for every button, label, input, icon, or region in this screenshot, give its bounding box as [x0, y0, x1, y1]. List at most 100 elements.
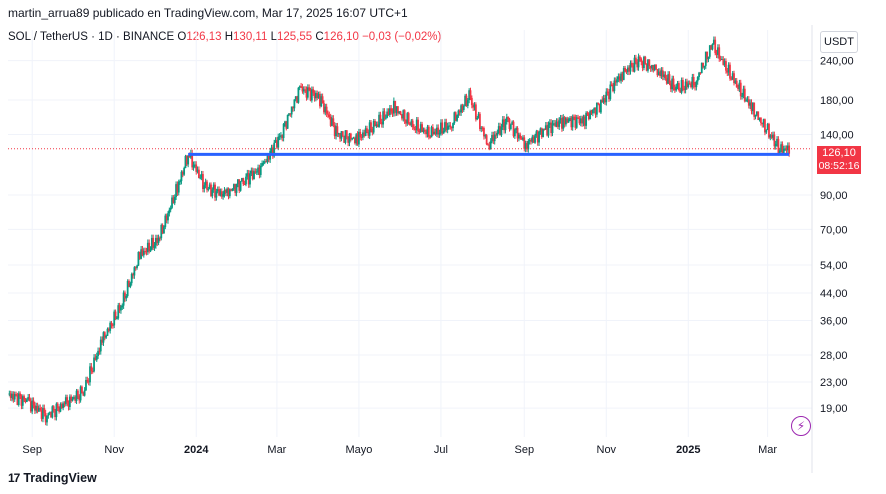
candle-body	[747, 99, 750, 106]
candle-body	[132, 273, 134, 276]
candle-body	[644, 56, 647, 64]
lightning-icon[interactable]: ⚡	[791, 416, 811, 436]
candle-body	[184, 156, 187, 169]
candle-body	[196, 169, 199, 172]
candle-body	[348, 133, 351, 143]
candle-body	[99, 339, 102, 352]
candle-body	[699, 72, 702, 74]
candle-body	[649, 66, 652, 69]
candle-body	[558, 120, 561, 127]
candle-body	[696, 76, 699, 82]
candle-body	[349, 133, 352, 139]
candle-body	[613, 80, 616, 92]
close-value: 126,10	[323, 31, 359, 43]
candle-body	[111, 325, 114, 327]
y-tick-label: 28,00	[820, 350, 848, 362]
x-tick-label: Mayo	[345, 444, 372, 456]
candle-body	[148, 242, 151, 252]
candle-body	[55, 403, 58, 418]
candle-body	[331, 118, 333, 126]
candle-body	[285, 121, 288, 129]
candle-body	[398, 111, 401, 114]
candle-body	[215, 191, 218, 198]
candle-body	[422, 129, 425, 132]
candle-body	[181, 171, 184, 175]
candle-body	[290, 106, 293, 115]
candle-body	[692, 77, 695, 86]
candle-body	[764, 119, 766, 133]
candle-body	[218, 189, 220, 196]
candle-body	[327, 113, 329, 115]
candle-body	[714, 39, 717, 54]
low-value: 125,55	[276, 31, 313, 43]
candle-body	[600, 99, 602, 113]
symbol-legend[interactable]: SOL / TetherUS · 1D · BINANCE O126,13 H1…	[8, 31, 441, 43]
candle-body	[93, 357, 95, 372]
candle-body	[472, 105, 475, 108]
candle-body	[363, 132, 366, 136]
candle-body	[113, 311, 116, 326]
candle-body	[483, 127, 485, 137]
candle-body	[395, 106, 398, 113]
candle-body	[601, 99, 604, 103]
candle-body	[203, 185, 206, 190]
candle-body	[153, 245, 156, 248]
candle-body	[211, 189, 214, 196]
candle-body	[426, 126, 429, 135]
candle-body	[579, 118, 582, 124]
candle-body	[263, 161, 266, 163]
symbol-name[interactable]: SOL / TetherUS · 1D · BINANCE	[8, 31, 175, 43]
candle-body	[228, 189, 231, 197]
candle-body	[141, 249, 144, 256]
candle-body	[606, 91, 609, 93]
candle-body	[50, 412, 52, 418]
candle-body	[188, 155, 191, 158]
candle-body	[282, 123, 285, 138]
candle-body	[729, 64, 731, 79]
candle-body	[721, 59, 723, 61]
candle-body	[173, 197, 176, 204]
candle-body	[286, 114, 289, 129]
chart-area[interactable]: 240,00 180,00 140,00 90,00 70,00 54,00 44,00 36…	[0, 25, 886, 473]
candle-body	[703, 65, 706, 68]
candle-body	[305, 89, 308, 98]
candle-body	[300, 86, 302, 88]
y-tick-label: 23,00	[820, 377, 848, 389]
candle-body	[253, 171, 255, 180]
candle-body	[258, 167, 261, 175]
candle-body	[762, 119, 765, 125]
candle-body	[543, 129, 546, 131]
currency-selector[interactable]: USDT	[820, 31, 858, 53]
candle-body	[550, 122, 553, 134]
candle-body	[294, 96, 297, 100]
candle-body	[781, 144, 784, 155]
candle-body	[51, 406, 54, 418]
candle-body	[46, 415, 48, 423]
candle-body	[421, 124, 424, 132]
candle-body	[440, 122, 442, 133]
price-chart[interactable]: 240,00 180,00 140,00 90,00 70,00 54,00 44,00 36…	[0, 25, 886, 473]
candle-body	[518, 134, 520, 139]
candle-body	[499, 126, 501, 136]
candle-body	[523, 137, 526, 149]
candle-body	[786, 145, 789, 151]
footer-brand[interactable]: 17 TradingView	[8, 471, 97, 485]
candle-body	[431, 127, 434, 135]
candle-body	[293, 99, 296, 109]
candle-body	[719, 58, 722, 60]
candle-body	[766, 123, 769, 131]
candle-body	[591, 109, 594, 114]
candle-body	[15, 394, 17, 396]
candle-body	[734, 80, 737, 84]
candle-body	[83, 390, 86, 396]
candle-body	[78, 395, 81, 401]
candle-body	[559, 118, 562, 121]
candle-body	[726, 70, 729, 73]
candle-body	[85, 380, 87, 391]
candle-body	[691, 77, 694, 88]
candle-body	[743, 88, 746, 102]
x-tick-label: Nov	[104, 444, 124, 456]
candle-body	[396, 106, 399, 114]
candle-body	[633, 57, 636, 72]
candle-body	[265, 161, 268, 163]
